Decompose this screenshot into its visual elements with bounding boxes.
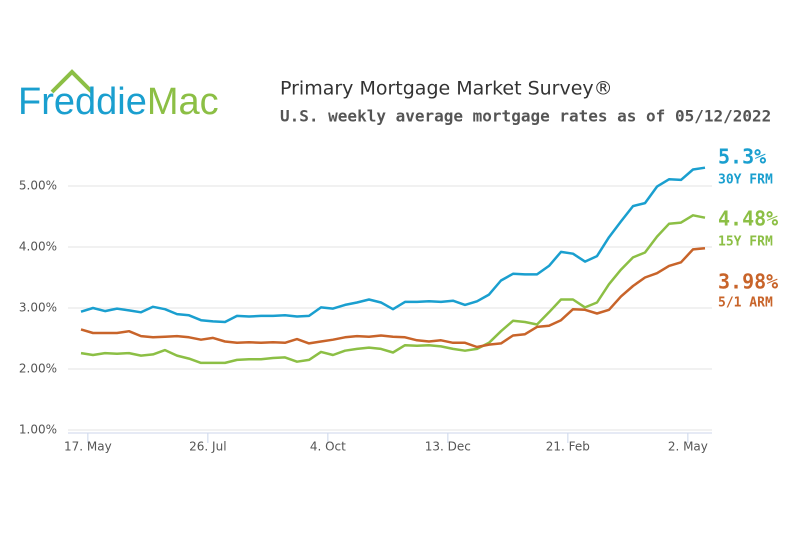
x-tick-label: 4. Oct [310, 440, 346, 454]
x-tick-label: 26. Jul [189, 440, 226, 454]
x-tick-label: 2. May [668, 440, 708, 454]
x-tick-label: 13. Dec [425, 440, 471, 454]
logo: FreddieMac [18, 69, 219, 123]
y-tick-label: 2.00% [19, 362, 57, 376]
logo-first: Freddie [18, 81, 147, 123]
series-line [80, 246, 706, 349]
series-line [80, 214, 706, 365]
y-tick-label: 3.00% [19, 301, 57, 315]
x-tick-label: 17. May [64, 440, 112, 454]
legend-label: 30Y FRM [718, 173, 773, 188]
series-line [80, 166, 706, 324]
value-label: 4.48% [718, 207, 778, 231]
logo-second: Mac [147, 81, 219, 123]
y-tick-label: 5.00% [19, 179, 57, 193]
legend-label: 15Y FRM [718, 235, 773, 250]
y-tick-label: 1.00% [19, 423, 57, 437]
y-tick-label: 4.00% [19, 240, 57, 254]
value-label: 5.3% [718, 145, 766, 169]
chart-title: Primary Mortgage Market Survey® [280, 78, 613, 100]
logo-roof [50, 69, 94, 94]
value-label: 3.98% [718, 270, 778, 294]
logo-text: FreddieMac [18, 81, 219, 123]
chart-subtitle: U.S. weekly average mortgage rates as of… [280, 107, 771, 126]
x-tick-label: 21. Feb [546, 440, 590, 454]
legend-label: 5/1 ARM [718, 296, 773, 311]
